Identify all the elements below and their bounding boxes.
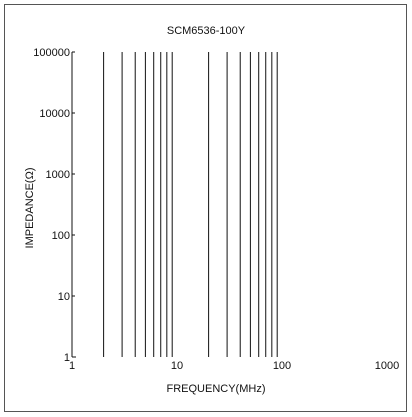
x-tick-labels: 1 10 100 1000	[69, 360, 399, 372]
y-tick-label: 10	[58, 291, 70, 303]
y-tick-labels: 1 10 100 1000 10000 100000	[33, 47, 75, 364]
chart-frame	[4, 4, 407, 412]
y-tick-label: 1000	[46, 169, 70, 181]
x-tick-label: 100	[273, 360, 291, 372]
y-tick-label: 100	[52, 230, 70, 242]
x-axis-label: FREQUENCY(MHz)	[167, 383, 266, 395]
chart-title: SCM6536-100Y	[167, 25, 246, 37]
x-tick-label: 1	[69, 360, 75, 372]
y-tick-label: 1	[64, 352, 70, 364]
y-tick-label: 10000	[39, 108, 70, 120]
y-tick-label: 100000	[33, 47, 70, 59]
grid-lines	[103, 52, 278, 357]
y-axis-label: IMPEDANCE(Ω)	[24, 168, 36, 249]
x-tick-label: 10	[171, 360, 183, 372]
x-tick-label: 1000	[375, 360, 399, 372]
